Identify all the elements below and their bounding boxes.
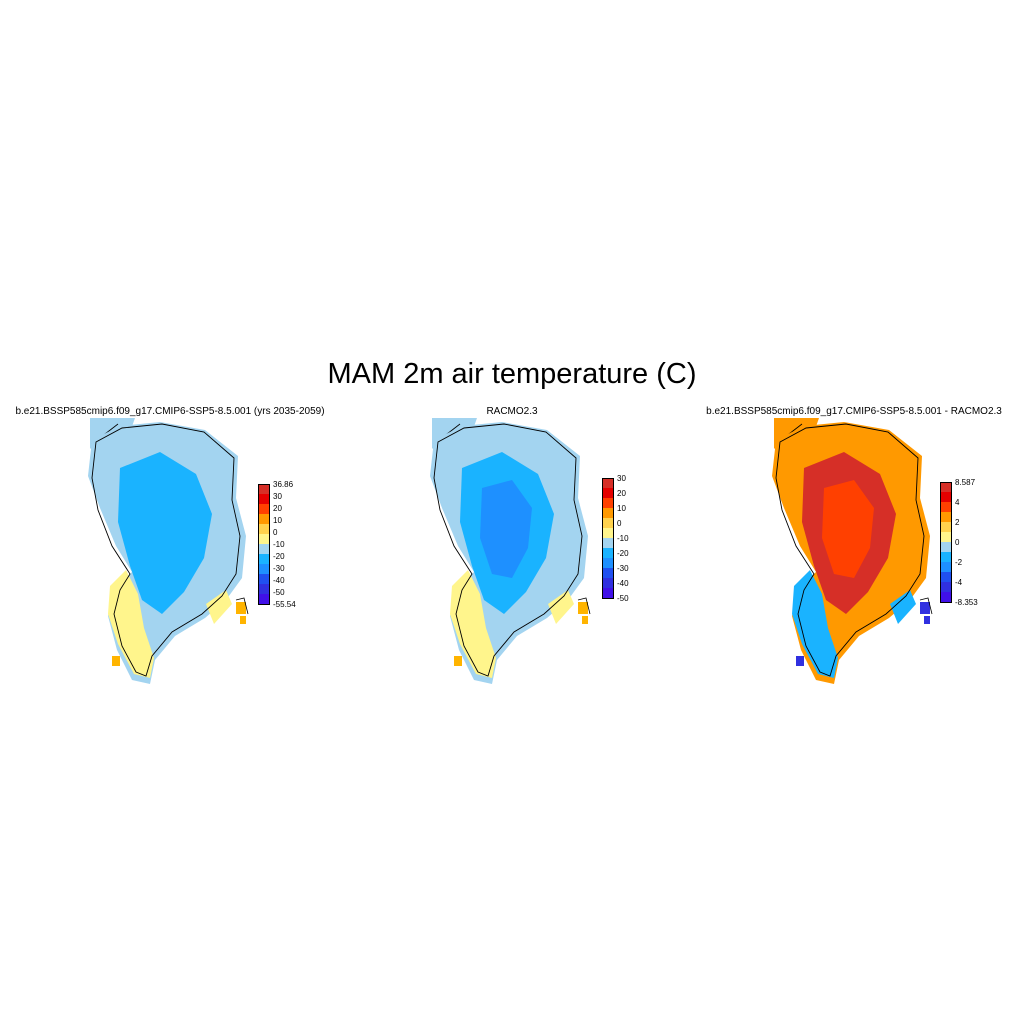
colorbar-swatch	[940, 482, 952, 493]
southeast-coast-field	[548, 590, 574, 624]
ice-sheet-interior-field	[118, 452, 212, 614]
warm-patch	[796, 656, 804, 666]
colorbar-swatch	[602, 478, 614, 489]
colorbar-swatch	[258, 484, 270, 495]
colorbar-label: -8.353	[955, 598, 978, 607]
warm-patch	[582, 616, 588, 624]
coastline	[775, 423, 925, 677]
colorbar-swatch	[940, 542, 952, 552]
panel-model: b.e21.BSSP585cmip6.f09_g17.CMIP6-SSP5-8.…	[0, 400, 340, 690]
colorbar-label: -30	[273, 564, 285, 573]
colorbar-swatch	[602, 518, 614, 528]
colorbar-label: 20	[273, 504, 282, 513]
colorbar-swatch	[602, 508, 614, 518]
colorbar-label: 8.587	[955, 478, 976, 487]
southwest-coast-field	[450, 570, 496, 678]
warm-patch	[454, 656, 462, 666]
colorbar-label: -2	[955, 558, 963, 567]
colorbar-swatch	[602, 548, 614, 558]
warm-patch	[924, 616, 930, 624]
colorbar-label: 4	[955, 498, 960, 507]
colorbar-label: 30	[273, 492, 282, 501]
colorbar-swatch	[602, 588, 614, 599]
colorbar-swatch	[602, 498, 614, 508]
colorbar-swatch	[602, 558, 614, 568]
colorbar-swatch	[258, 514, 270, 524]
colorbar-label: -50	[273, 588, 285, 597]
colorbar-label: -20	[273, 552, 285, 561]
colorbar-swatch	[258, 594, 270, 605]
colorbar-swatch	[940, 592, 952, 603]
colorbar-swatch	[940, 562, 952, 572]
southwest-coast-field	[108, 570, 154, 678]
colorbar-label: -10	[273, 540, 285, 549]
colorbar-swatch	[602, 488, 614, 498]
colorbar-label: -20	[617, 549, 629, 558]
colorbar-swatch	[258, 554, 270, 564]
colorbar-swatch	[940, 522, 952, 532]
panel-difference: b.e21.BSSP585cmip6.f09_g17.CMIP6-SSP5-8.…	[684, 400, 1024, 690]
warm-patch	[236, 602, 246, 614]
colorbar-swatch	[940, 532, 952, 542]
colorbar-label: 0	[273, 528, 278, 537]
colorbar-swatch	[258, 524, 270, 534]
coastline-island	[919, 597, 933, 615]
colorbar-label: -40	[617, 579, 629, 588]
colorbar-label: -50	[617, 594, 629, 603]
colorbar-label: -40	[273, 576, 285, 585]
warm-patch	[920, 602, 930, 614]
colorbar-label: 10	[617, 504, 626, 513]
colorbar-swatch	[940, 582, 952, 592]
colorbar-label: 0	[617, 519, 622, 528]
ice-sheet-core-field	[822, 480, 874, 578]
colorbar-swatch	[602, 538, 614, 548]
colorbar-label: -10	[617, 534, 629, 543]
warm-patch	[240, 616, 246, 624]
panel-racmo: RACMO2.3 30 20 10 0 -10 -20 -30 -40 -50	[342, 400, 682, 690]
colorbar-label: 10	[273, 516, 282, 525]
colorbar-swatch	[940, 512, 952, 522]
greenland-map-racmo	[430, 418, 591, 684]
coastline	[91, 423, 241, 677]
warm-patch	[112, 656, 120, 666]
colorbar-swatch	[940, 492, 952, 502]
colorbar-swatch	[258, 504, 270, 514]
colorbar-label: 2	[955, 518, 960, 527]
greenland-map-model	[88, 418, 249, 684]
colorbar-swatch	[258, 574, 270, 584]
coastline-island	[235, 597, 249, 615]
colorbar-swatch	[602, 578, 614, 588]
colorbar-swatch	[258, 544, 270, 554]
greenland-map-difference	[772, 418, 933, 684]
panel-title-racmo: RACMO2.3	[486, 406, 538, 417]
southwest-coast-field	[792, 570, 838, 678]
colorbar-swatch	[940, 502, 952, 512]
figure-title: MAM 2m air temperature (C)	[327, 358, 697, 390]
colorbar-swatch	[258, 494, 270, 504]
ice-sheet-core-field	[480, 480, 532, 578]
panel-title-difference: b.e21.BSSP585cmip6.f09_g17.CMIP6-SSP5-8.…	[706, 406, 1002, 417]
southeast-coast-field	[890, 590, 916, 624]
colorbar-swatch	[258, 534, 270, 544]
colorbar-swatch	[940, 552, 952, 562]
colorbar-label: 30	[617, 474, 626, 483]
colorbar-label: -4	[955, 578, 963, 587]
coastline	[433, 423, 583, 677]
colorbar-swatch	[602, 568, 614, 578]
coastline-island	[577, 597, 591, 615]
colorbar-swatch	[602, 528, 614, 538]
colorbar-swatch	[258, 564, 270, 574]
colorbar-label: 36.86	[273, 480, 294, 489]
warm-patch	[578, 602, 588, 614]
colorbar-swatch	[940, 572, 952, 582]
colorbar-label: 20	[617, 489, 626, 498]
colorbar-label: -55.54	[273, 600, 296, 609]
colorbar-swatch	[258, 584, 270, 594]
southeast-coast-field	[206, 590, 232, 624]
colorbar-label: -30	[617, 564, 629, 573]
colorbar-label: 0	[955, 538, 960, 547]
panel-title-model: b.e21.BSSP585cmip6.f09_g17.CMIP6-SSP5-8.…	[15, 406, 325, 417]
